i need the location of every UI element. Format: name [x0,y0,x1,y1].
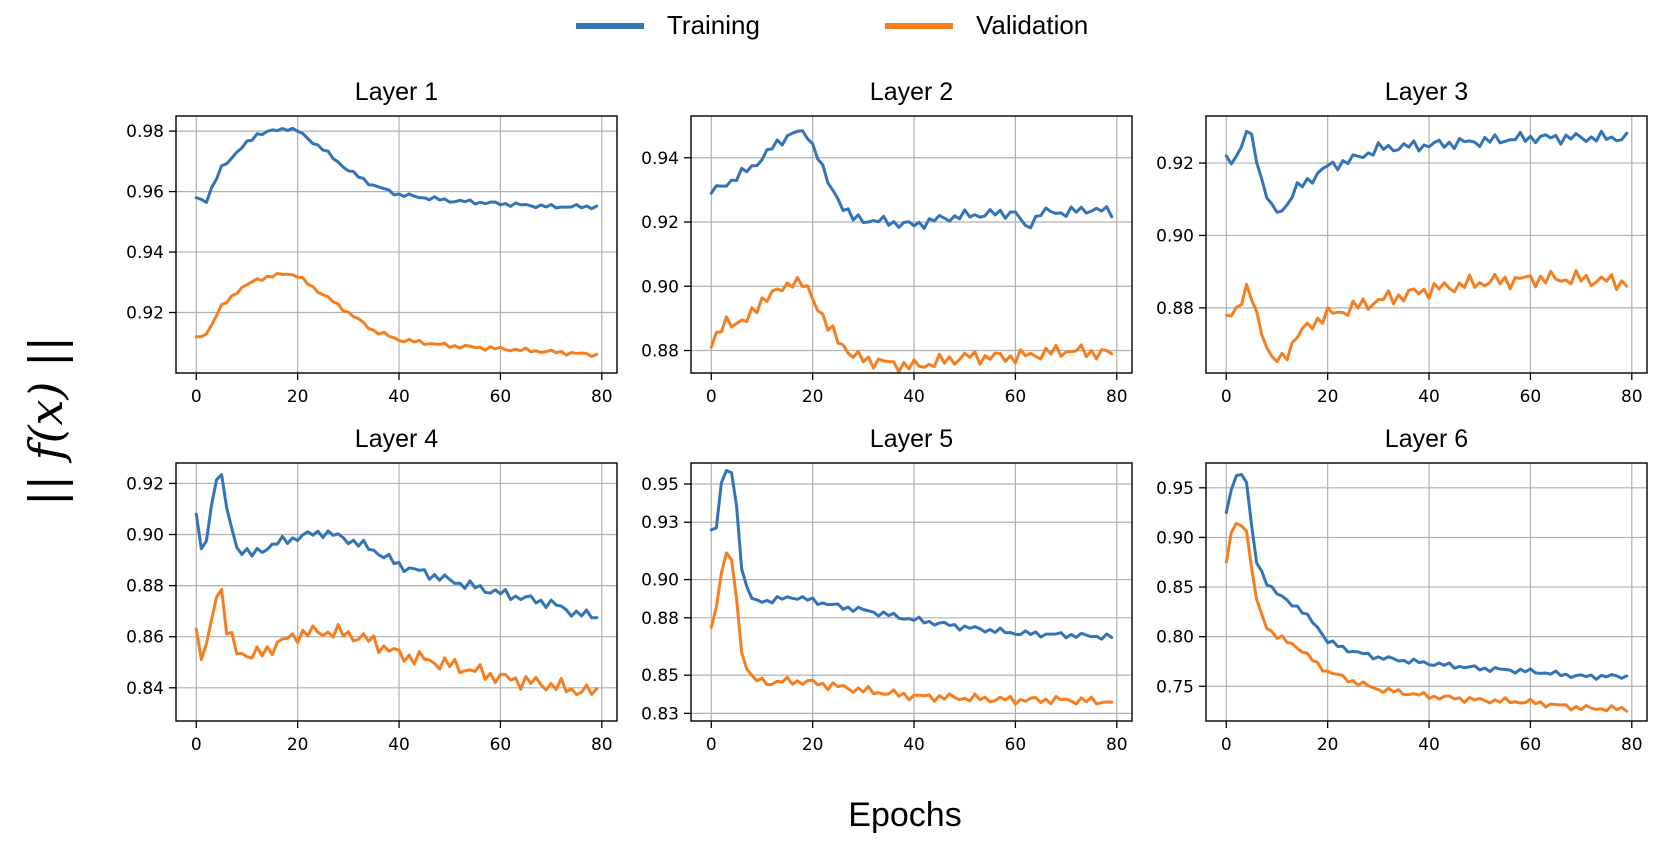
y-tick-label: 0.92 [1156,154,1194,174]
y-tick-label: 0.94 [126,243,164,263]
series-validation-line [1224,521,1629,713]
x-tick-label: 40 [903,735,925,755]
x-tick-label: 80 [1106,387,1128,407]
x-tick-label: 60 [1005,735,1027,755]
y-tick-label: 0.94 [641,149,679,169]
y-tick-label: 0.95 [1156,479,1194,499]
y-tick-label: 0.85 [641,666,679,686]
legend-training-label: Training [667,10,760,40]
x-tick-label: 20 [802,735,824,755]
series-validation-line [194,271,599,358]
y-tick-label: 0.92 [641,213,679,233]
y-tick-label: 0.90 [1156,528,1194,548]
x-tick-label: 20 [1317,387,1339,407]
y-tick-label: 0.88 [126,577,164,597]
x-tick-label: 20 [802,387,824,407]
y-tick-label: 0.86 [126,628,164,648]
y-tick-label: 0.75 [1156,677,1194,697]
figure-xlabel: Epochs [848,796,961,834]
y-tick-label: 0.93 [641,513,679,533]
x-tick-label: 80 [1106,735,1128,755]
axes-frame [690,462,1133,722]
x-tick-label: 60 [1520,735,1542,755]
series-training-line [194,126,599,211]
x-tick-label: 40 [1418,735,1440,755]
y-tick-label: 0.98 [126,122,164,142]
y-tick-label: 0.80 [1156,628,1194,648]
series-training-line [1224,472,1629,681]
x-tick-label: 20 [287,735,309,755]
x-tick-label: 0 [1221,735,1232,755]
x-tick-label: 0 [191,387,202,407]
subplot-layer-3: Layer 3 0 20 40 60 80 0.88 0.90 0.92 [1156,78,1648,407]
axes-frame [1205,462,1648,722]
x-tick-label: 60 [1005,387,1027,407]
x-tick-label: 40 [903,387,925,407]
y-tick-label: 0.88 [641,609,679,629]
axes-frame [175,462,618,722]
subplot-title: Layer 2 [870,78,953,106]
subplot-title: Layer 5 [870,425,953,453]
y-tick-label: 0.84 [126,679,164,699]
x-tick-label: 0 [706,735,717,755]
legend-validation-label: Validation [976,10,1088,40]
x-tick-label: 60 [1520,387,1542,407]
subplot-layer-6: Layer 6 0 20 40 60 80 0.75 0.80 0.85 0.90 0.95 [1156,425,1648,755]
x-tick-label: 80 [591,735,613,755]
y-tick-label: 0.90 [126,526,164,546]
series-validation-line [1224,269,1629,364]
series-training-line [194,473,599,620]
x-tick-label: 40 [1418,387,1440,407]
y-tick-label: 0.92 [126,474,164,494]
y-tick-label: 0.90 [641,571,679,591]
y-tick-label: 0.90 [641,277,679,297]
series-training-line [709,468,1114,641]
x-tick-label: 60 [490,387,512,407]
series-training-line [709,129,1114,230]
subplot-title: Layer 1 [355,78,438,106]
axes-frame [1205,115,1648,374]
subplot-title: Layer 6 [1385,425,1468,453]
axes-frame [175,115,618,374]
x-tick-label: 80 [1621,735,1643,755]
subplot-layer-4: Layer 4 0 20 40 60 80 0.84 0.86 0.88 0.90 0.92 [126,425,618,755]
y-tick-label: 0.96 [126,183,164,203]
x-tick-label: 80 [591,387,613,407]
x-tick-label: 60 [490,735,512,755]
y-tick-label: 0.85 [1156,578,1194,598]
x-tick-label: 40 [388,735,410,755]
x-tick-label: 0 [706,387,717,407]
series-training-line [1224,129,1629,214]
x-tick-label: 0 [191,735,202,755]
y-tick-label: 0.95 [641,475,679,495]
subplot-title: Layer 3 [1385,78,1468,106]
x-tick-label: 20 [1317,735,1339,755]
y-tick-label: 0.92 [126,304,164,324]
subplot-title: Layer 4 [355,425,438,453]
series-validation-line [709,276,1114,373]
figure-ylabel: || f(x) || [19,336,73,506]
series-validation-line [709,551,1114,706]
legend: Training Validation [576,10,1088,40]
x-tick-label: 40 [388,387,410,407]
subplot-layer-5: Layer 5 0 20 40 60 80 0.83 0.85 0.88 0.90 0.93 0.95 [641,425,1133,755]
y-tick-label: 0.90 [1156,226,1194,246]
series-validation-line [194,587,599,697]
y-tick-label: 0.88 [1156,299,1194,319]
x-tick-label: 20 [287,387,309,407]
subplot-layer-2: Layer 2 0 20 40 60 80 0.88 0.90 0.92 0.94 [641,78,1133,407]
y-tick-label: 0.88 [641,342,679,362]
y-tick-label: 0.83 [641,704,679,724]
x-tick-label: 80 [1621,387,1643,407]
x-tick-label: 0 [1221,387,1232,407]
axes-frame [690,115,1133,374]
subplot-layer-1: Layer 1 0 20 40 60 80 0.92 0.94 0.96 0.98 [126,78,618,407]
